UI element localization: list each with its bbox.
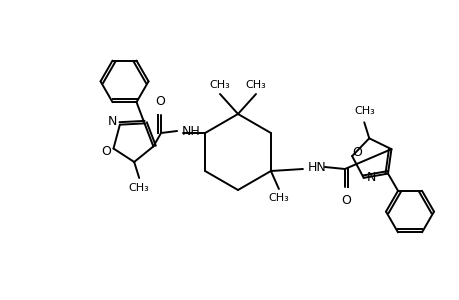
Text: O: O [352,146,361,159]
Text: O: O [155,95,165,108]
Text: HN: HN [307,160,325,173]
Text: O: O [101,145,111,158]
Text: O: O [340,194,350,207]
Text: CH₃: CH₃ [209,80,230,90]
Text: CH₃: CH₃ [268,193,289,203]
Text: CH₃: CH₃ [353,106,374,116]
Text: CH₃: CH₃ [245,80,266,90]
Text: CH₃: CH₃ [129,183,149,193]
Text: N: N [108,115,118,128]
Text: NH: NH [181,124,200,137]
Text: N: N [366,171,375,184]
